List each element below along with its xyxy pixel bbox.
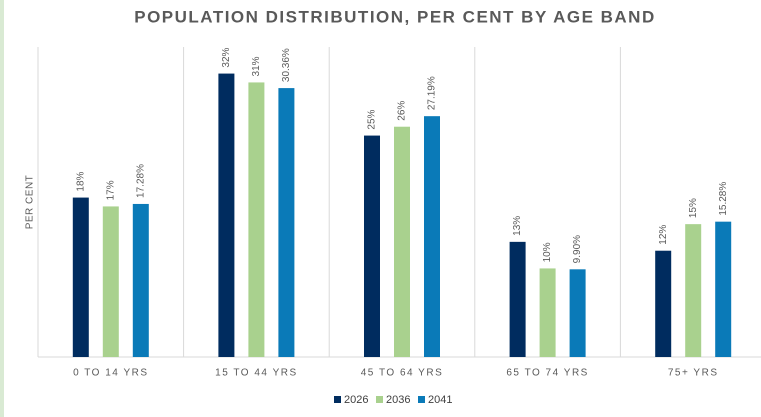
value-label: 12%	[658, 225, 669, 245]
bar	[539, 268, 556, 357]
value-label: 15.28%	[718, 182, 729, 216]
legend-swatch	[418, 396, 425, 403]
bar	[248, 82, 265, 357]
bar	[424, 116, 440, 357]
value-label: 13%	[512, 216, 523, 236]
bar	[364, 135, 380, 357]
value-label: 17.28%	[135, 164, 146, 198]
legend-label: 2026	[344, 394, 368, 406]
legend-label: 2041	[428, 394, 452, 406]
bar	[132, 203, 149, 357]
bar	[72, 197, 89, 357]
value-label: 32%	[221, 47, 232, 67]
bar	[569, 269, 586, 357]
bar	[278, 88, 295, 358]
value-label: 17%	[105, 180, 116, 200]
value-label: 27.19%	[427, 76, 438, 110]
bar	[685, 224, 702, 357]
value-label: 30.36%	[281, 48, 292, 82]
legend-swatch	[334, 396, 341, 403]
legend-swatch	[376, 396, 383, 403]
bar	[655, 250, 672, 357]
chart-title: POPULATION DISTRIBUTION, PER CENT BY AGE…	[134, 7, 656, 26]
bar	[509, 241, 526, 357]
x-tick-label: 45 TO 64 YRS	[361, 368, 444, 379]
value-label: 18%	[75, 171, 86, 191]
value-label: 26%	[397, 101, 408, 121]
value-label: 10%	[542, 242, 553, 262]
value-label: 25%	[367, 109, 378, 129]
legend-label: 2036	[386, 394, 410, 406]
value-label: 31%	[251, 56, 262, 76]
bar	[394, 126, 410, 357]
x-tick-label: 65 TO 74 YRS	[506, 368, 589, 379]
side-stripe	[0, 0, 4, 417]
bar	[715, 221, 732, 357]
bar	[218, 73, 235, 358]
x-tick-label: 15 TO 44 YRS	[215, 368, 298, 379]
y-axis-label: PER CENT	[25, 175, 36, 230]
bar	[102, 206, 119, 357]
x-tick-label: 75+ YRS	[668, 368, 719, 379]
x-tick-label: 0 TO 14 YRS	[73, 368, 148, 379]
value-label: 9.90%	[572, 235, 583, 263]
value-label: 15%	[688, 198, 699, 218]
